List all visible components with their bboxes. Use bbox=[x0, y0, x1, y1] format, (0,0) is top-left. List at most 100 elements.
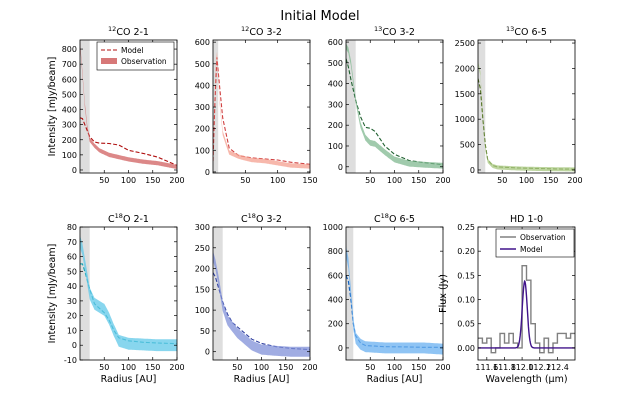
title-superscript: 12 bbox=[108, 25, 116, 33]
y-tick-label: 60 bbox=[67, 253, 77, 262]
y-tick-label: 100 bbox=[328, 142, 343, 151]
y-tick-label: 800 bbox=[62, 45, 77, 54]
x-tick-label: 100 bbox=[519, 176, 534, 185]
panel-3: 50 100 150 200 0 100 200 300 400 500 600 13CO 3-2 bbox=[328, 25, 451, 185]
y-tick-label: 0 bbox=[470, 166, 475, 175]
x-tick-label: 50 bbox=[365, 176, 375, 185]
y-tick-label: 500 bbox=[328, 59, 343, 68]
y-tick-label: 0 bbox=[72, 341, 77, 350]
y-tick-label: 600 bbox=[195, 38, 210, 47]
observation-step bbox=[478, 265, 575, 354]
x-tick-label: 50 bbox=[232, 363, 242, 372]
x-tick-label: 100 bbox=[387, 363, 402, 372]
shaded-region bbox=[80, 227, 90, 360]
x-tick-label: 150 bbox=[145, 176, 160, 185]
x-tick-label: 200 bbox=[567, 176, 582, 185]
y-tick-label: 300 bbox=[195, 223, 210, 232]
y-axis-label: Intensity [mJy/beam] bbox=[47, 57, 58, 157]
axes-frame bbox=[477, 39, 576, 174]
panel-title: 12CO 2-1 bbox=[108, 25, 149, 38]
plot-area bbox=[478, 40, 575, 173]
x-tick-label: 150 bbox=[145, 363, 160, 372]
y-tick-label: 50 bbox=[67, 267, 77, 276]
y-tick-label: 300 bbox=[62, 121, 77, 130]
x-tick-label: 50 bbox=[99, 176, 109, 185]
panel-title: C18O 3-2 bbox=[241, 212, 282, 225]
x-axis-label: Radius [AU] bbox=[234, 374, 290, 385]
legend-label: Observation bbox=[520, 233, 566, 242]
x-tick-label: 111.6 bbox=[475, 363, 498, 372]
y-tick-label: 600 bbox=[328, 38, 343, 47]
x-axis-label: Radius [AU] bbox=[367, 374, 423, 385]
y-tick-label: 0 bbox=[205, 168, 210, 177]
y-tick-label: 40 bbox=[67, 282, 77, 291]
plot-area bbox=[80, 40, 177, 173]
y-tick-label: 150 bbox=[195, 285, 210, 294]
y-tick-label: 700 bbox=[62, 60, 77, 69]
model-line bbox=[213, 57, 310, 165]
y-tick-label: 20 bbox=[67, 312, 77, 321]
y-tick-label: 100 bbox=[195, 146, 210, 155]
y-tick-label: 200 bbox=[328, 320, 343, 329]
y-tick-label: 0.00 bbox=[457, 344, 475, 353]
y-tick-label: 0.05 bbox=[457, 320, 475, 329]
legend-swatch-observation bbox=[101, 58, 117, 64]
x-tick-label: 100 bbox=[270, 176, 285, 185]
title-superscript: 18 bbox=[381, 212, 389, 220]
model-line bbox=[478, 78, 575, 170]
title-superscript: 13 bbox=[506, 25, 514, 33]
y-tick-label: 0 bbox=[338, 344, 343, 353]
plot-area bbox=[80, 227, 177, 360]
plot-area bbox=[346, 40, 443, 173]
x-tick-label: 150 bbox=[302, 176, 317, 185]
y-tick-label: 400 bbox=[328, 296, 343, 305]
axes-frame bbox=[477, 226, 576, 361]
legend-label: Model bbox=[121, 46, 144, 55]
title-superscript: 13 bbox=[374, 25, 382, 33]
x-tick-label: 150 bbox=[543, 176, 558, 185]
y-tick-label: 0.10 bbox=[457, 296, 475, 305]
x-tick-label: 50 bbox=[497, 176, 507, 185]
y-tick-label: 2500 bbox=[455, 39, 475, 48]
panel-title: C18O 2-1 bbox=[108, 212, 149, 225]
y-tick-label: 1000 bbox=[323, 223, 343, 232]
figure-title: Initial Model bbox=[280, 9, 359, 24]
legend-label: Observation bbox=[121, 57, 167, 66]
y-tick-label: 500 bbox=[460, 141, 475, 150]
legend-label: Model bbox=[520, 245, 543, 254]
y-tick-label: 200 bbox=[62, 136, 77, 145]
x-tick-label: 200 bbox=[302, 363, 317, 372]
observation-band bbox=[213, 251, 310, 357]
y-tick-label: 0 bbox=[72, 166, 77, 175]
plot-area bbox=[478, 265, 575, 354]
x-tick-label: 112.4 bbox=[546, 363, 569, 372]
panel-1: 50 100 150 200 0 100 200 300 400 500 600 700 800 12CO… bbox=[47, 25, 185, 185]
y-tick-label: 200 bbox=[195, 265, 210, 274]
observation-band bbox=[213, 51, 310, 169]
shaded-region bbox=[346, 40, 356, 173]
model-line bbox=[346, 58, 443, 166]
y-tick-label: 400 bbox=[195, 81, 210, 90]
shaded-region bbox=[213, 40, 219, 173]
shaded-region bbox=[213, 227, 223, 360]
observation-band bbox=[478, 61, 575, 172]
shaded-region bbox=[478, 40, 486, 173]
y-tick-label: 600 bbox=[62, 75, 77, 84]
y-tick-label: 0.25 bbox=[457, 223, 475, 232]
panel-7: 50 100 150 200 0 200 400 600 800 1000 C18O 6-5 Radi… bbox=[323, 212, 451, 385]
y-tick-label: 30 bbox=[67, 297, 77, 306]
axes-frame bbox=[345, 39, 444, 174]
panel-title: 13CO 3-2 bbox=[374, 25, 415, 38]
x-tick-label: 200 bbox=[435, 176, 450, 185]
y-tick-label: 80 bbox=[67, 223, 77, 232]
observation-band bbox=[80, 235, 177, 352]
panel-6: 50 100 150 200 0 50 100 150 200 250 300 C18O 3-2 Rad… bbox=[195, 212, 318, 385]
axes-frame bbox=[212, 39, 311, 174]
plot-area bbox=[346, 227, 443, 360]
x-tick-label: 112.2 bbox=[528, 363, 551, 372]
legend-box bbox=[96, 41, 175, 71]
x-tick-label: 100 bbox=[121, 363, 136, 372]
